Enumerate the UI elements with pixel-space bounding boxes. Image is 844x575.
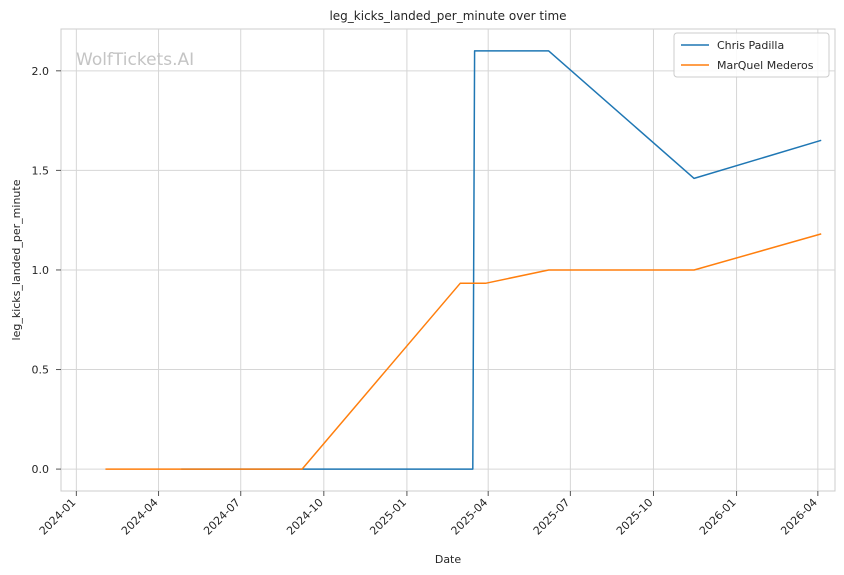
legend-box <box>673 32 830 78</box>
x-tick-label: 2026-01 <box>697 496 739 538</box>
legend-label: Chris Padilla <box>717 39 784 52</box>
x-tick-label: 2025-10 <box>614 496 656 538</box>
x-tick-label: 2024-07 <box>201 496 243 538</box>
series-line <box>181 50 822 470</box>
x-tick-label: 2024-04 <box>119 496 161 538</box>
chart-title: leg_kicks_landed_per_minute over time <box>329 9 566 23</box>
x-axis-label: Date <box>435 553 462 566</box>
watermark: WolfTickets.AI <box>76 50 194 70</box>
y-tick-label: 0.0 <box>32 463 50 476</box>
legend-label: MarQuel Mederos <box>717 59 814 72</box>
y-axis-label: leg_kicks_landed_per_minute <box>10 179 23 340</box>
y-tick-label: 1.0 <box>32 264 50 277</box>
legend: Chris Padilla MarQuel Mederos <box>673 32 830 78</box>
y-tick-label: 2.0 <box>32 65 50 78</box>
x-tick-label: 2026-04 <box>778 496 820 538</box>
x-tick-label: 2024-01 <box>37 496 79 538</box>
x-tick-label: 2024-10 <box>284 496 326 538</box>
series-line <box>105 233 822 470</box>
series-lines <box>105 50 822 470</box>
y-tick-label: 0.5 <box>32 364 50 377</box>
x-tick-label: 2025-04 <box>449 496 491 538</box>
y-tick-label: 1.5 <box>32 164 50 177</box>
x-tick-label: 2025-07 <box>531 496 573 538</box>
plot-area <box>60 28 836 492</box>
x-tick-label: 2025-01 <box>367 496 409 538</box>
